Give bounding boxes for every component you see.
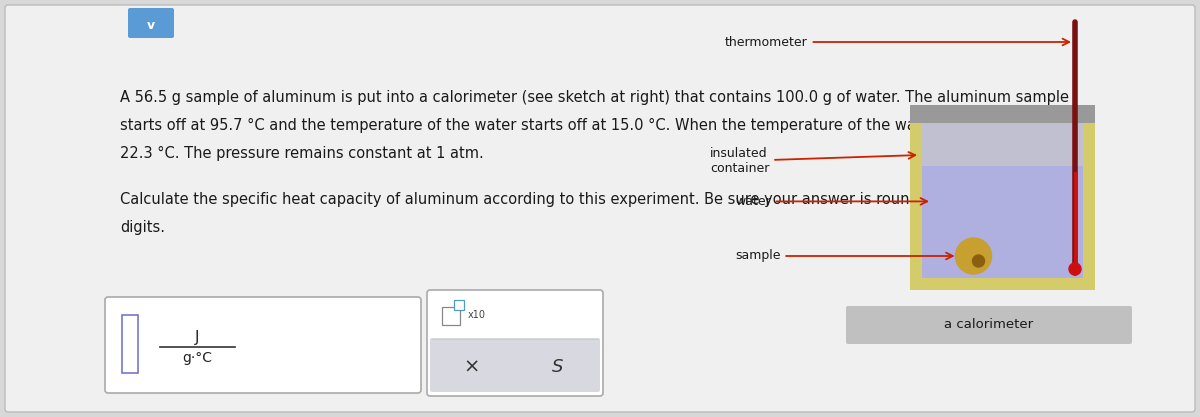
- Bar: [910, 105, 1096, 290]
- Text: ×: ×: [464, 357, 480, 377]
- FancyBboxPatch shape: [128, 8, 174, 38]
- Text: Calculate the specific heat capacity of aluminum according to this experiment. B: Calculate the specific heat capacity of …: [120, 192, 1051, 207]
- Circle shape: [1069, 263, 1081, 275]
- Bar: [442, 307, 460, 325]
- Text: sample: sample: [734, 249, 953, 262]
- Bar: [922, 123, 1084, 278]
- Text: thermometer: thermometer: [725, 35, 1069, 48]
- FancyBboxPatch shape: [5, 5, 1195, 412]
- Bar: [922, 166, 1084, 278]
- Circle shape: [955, 238, 991, 274]
- Text: g·°C: g·°C: [182, 351, 212, 365]
- Text: a calorimeter: a calorimeter: [944, 319, 1033, 332]
- Text: digits.: digits.: [120, 220, 166, 235]
- Text: S: S: [552, 358, 564, 376]
- Text: water: water: [734, 195, 928, 208]
- Bar: [910, 105, 1096, 123]
- Text: x10: x10: [468, 310, 486, 320]
- Text: v: v: [146, 18, 155, 32]
- Text: J: J: [194, 330, 199, 345]
- FancyBboxPatch shape: [846, 306, 1132, 344]
- Text: A 56.5 g sample of aluminum is put into a calorimeter (see sketch at right) that: A 56.5 g sample of aluminum is put into …: [120, 90, 1069, 105]
- FancyBboxPatch shape: [106, 297, 421, 393]
- Circle shape: [972, 255, 984, 267]
- FancyBboxPatch shape: [427, 290, 604, 396]
- Bar: [454, 300, 464, 310]
- Text: 22.3 °C. The pressure remains constant at 1 atm.: 22.3 °C. The pressure remains constant a…: [120, 146, 484, 161]
- Text: insulated
container: insulated container: [710, 147, 916, 175]
- FancyBboxPatch shape: [430, 338, 600, 392]
- Text: starts off at 95.7 °C and the temperature of the water starts off at 15.0 °C. Wh: starts off at 95.7 °C and the temperatur…: [120, 118, 1080, 133]
- Bar: [122, 315, 138, 373]
